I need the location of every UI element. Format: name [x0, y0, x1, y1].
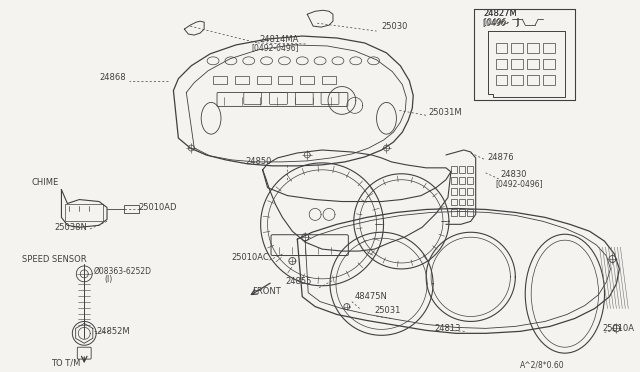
Text: 24814MA: 24814MA	[260, 35, 299, 44]
Bar	[543, 43, 555, 53]
Bar	[257, 76, 271, 84]
Bar	[467, 187, 473, 195]
Text: 48475N: 48475N	[355, 292, 388, 301]
Bar	[459, 177, 465, 184]
Bar	[511, 59, 524, 69]
Text: 25031: 25031	[374, 306, 401, 315]
Text: TO T/M: TO T/M	[52, 359, 81, 368]
Text: CHIME: CHIME	[32, 178, 59, 187]
Bar	[65, 203, 103, 221]
Bar	[467, 166, 473, 173]
Text: FRONT: FRONT	[252, 287, 280, 296]
Bar	[451, 199, 457, 205]
Text: 24855: 24855	[285, 277, 312, 286]
Text: [0492-0496]: [0492-0496]	[495, 179, 543, 188]
Text: [0496-   ]: [0496- ]	[483, 17, 518, 27]
Text: (I): (I)	[104, 275, 112, 284]
Bar	[495, 43, 508, 53]
Bar	[543, 59, 555, 69]
Text: 24850: 24850	[246, 157, 272, 166]
Bar	[527, 59, 539, 69]
Bar	[451, 209, 457, 217]
Bar	[459, 199, 465, 205]
Bar	[495, 75, 508, 84]
Text: 25031M: 25031M	[428, 108, 461, 117]
Text: 24830: 24830	[500, 170, 527, 179]
Bar	[459, 187, 465, 195]
Bar	[278, 76, 292, 84]
Bar	[467, 209, 473, 217]
Text: 24876: 24876	[488, 153, 514, 163]
Text: SPEED SENSOR: SPEED SENSOR	[22, 254, 86, 263]
Bar	[511, 43, 524, 53]
Bar	[495, 59, 508, 69]
Bar	[451, 177, 457, 184]
Text: 25038N: 25038N	[54, 223, 88, 232]
Text: 24852M: 24852M	[96, 327, 130, 336]
Text: Ø08363-6252D: Ø08363-6252D	[94, 266, 152, 275]
Text: 24827M: 24827M	[484, 9, 517, 18]
Text: 25030: 25030	[381, 22, 408, 31]
Bar	[300, 76, 314, 84]
Bar	[322, 76, 336, 84]
Bar	[459, 166, 465, 173]
Text: 25010A: 25010A	[602, 324, 634, 333]
Text: 24813: 24813	[434, 324, 461, 333]
Text: A^2/8*0.60: A^2/8*0.60	[520, 360, 565, 369]
Text: 24868: 24868	[99, 73, 125, 82]
Bar	[527, 43, 539, 53]
Bar	[213, 76, 227, 84]
Text: [0496-   ]: [0496- ]	[484, 17, 519, 26]
Bar	[451, 166, 457, 173]
Bar	[467, 199, 473, 205]
Bar	[451, 187, 457, 195]
Bar	[235, 76, 249, 84]
Bar	[459, 209, 465, 217]
Text: 25010AD: 25010AD	[139, 203, 177, 212]
Bar	[511, 75, 524, 84]
Text: [0492-0496]: [0492-0496]	[252, 44, 300, 52]
Bar	[124, 205, 139, 214]
Text: 25010AC: 25010AC	[231, 253, 269, 262]
Bar	[527, 75, 539, 84]
Bar	[467, 177, 473, 184]
Text: 24827M: 24827M	[484, 9, 517, 18]
Bar	[543, 75, 555, 84]
